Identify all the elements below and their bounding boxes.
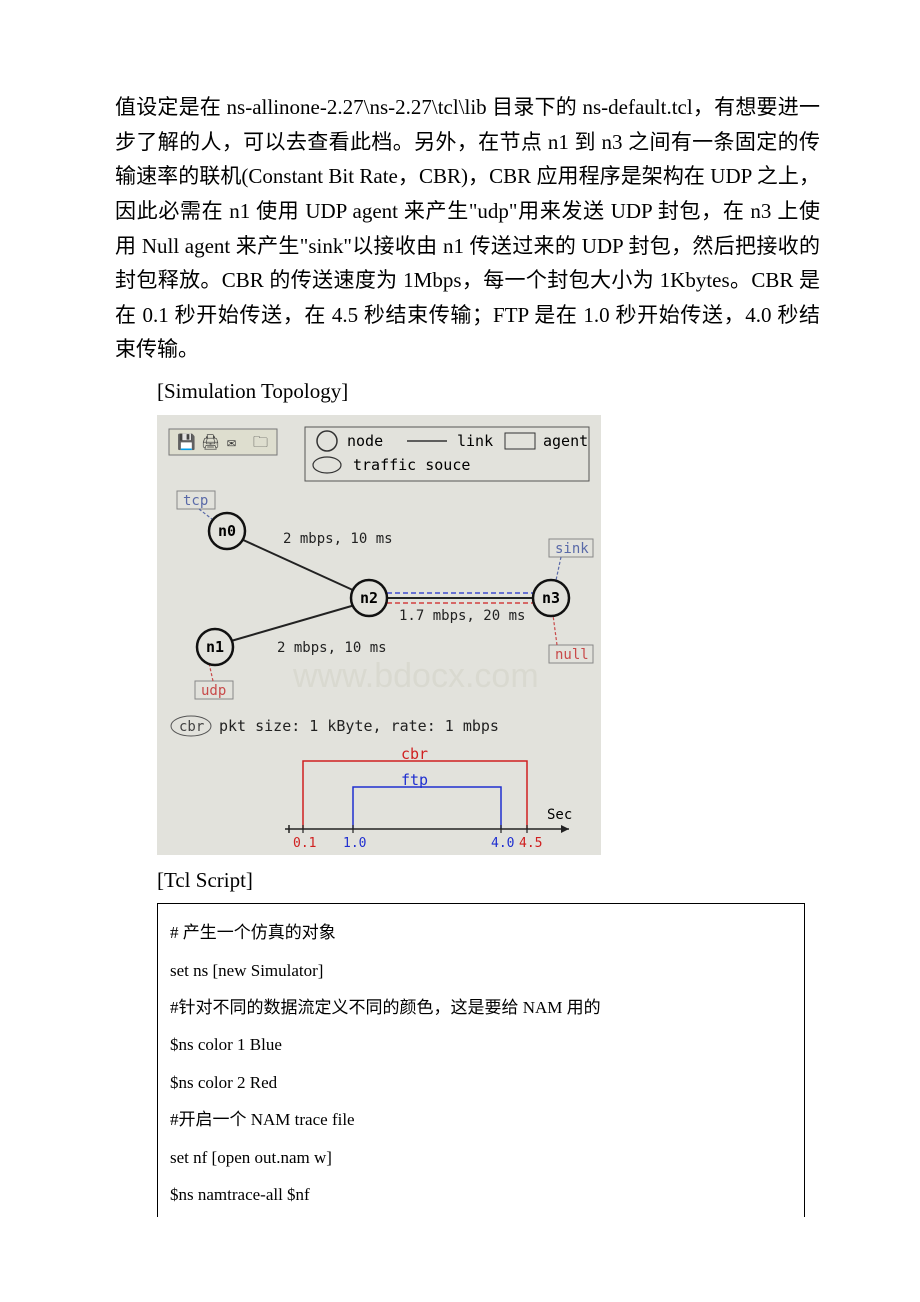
svg-text:4.5: 4.5 [519, 836, 542, 851]
watermark: www.bdocx.com [292, 657, 539, 695]
svg-text:1.7 mbps, 20 ms: 1.7 mbps, 20 ms [399, 608, 525, 624]
agent-null: null [555, 647, 589, 663]
cbr-line: pkt size: 1 kByte, rate: 1 mbps [219, 717, 499, 735]
code-line: $ns color 2 Red [170, 1064, 792, 1101]
svg-text:🖨: 🖨 [201, 433, 220, 451]
legend-node: node [347, 432, 383, 450]
toolbar: 💾 🖨 ✉ 🗀 [169, 429, 277, 455]
code-line: #针对不同的数据流定义不同的颜色，这是要给 NAM 用的 [170, 989, 792, 1026]
agent-tcp: tcp [183, 493, 208, 509]
topology-diagram: 💾 🖨 ✉ 🗀 node link agent traffic souce [157, 415, 820, 860]
page: 值设定是在 ns-allinone-2.27\ns-2.27\tcl\lib 目… [0, 0, 920, 1277]
code-block: # 产生一个仿真的对象 set ns [new Simulator] #针对不同… [157, 903, 805, 1217]
agent-sink: sink [555, 541, 589, 557]
paragraph-main: 值设定是在 ns-allinone-2.27\ns-2.27\tcl\lib 目… [115, 90, 820, 367]
code-line: #开启一个 NAM trace file [170, 1101, 792, 1138]
legend-link: link [457, 432, 493, 450]
code-line: $ns namtrace-all $nf [170, 1176, 792, 1213]
code-line: set nf [open out.nam w] [170, 1139, 792, 1176]
node-n2: n2 [360, 589, 378, 607]
node-n1: n1 [206, 638, 224, 656]
svg-text:🗀: 🗀 [253, 433, 268, 451]
code-line: $ns color 1 Blue [170, 1026, 792, 1063]
code-line: set ns [new Simulator] [170, 952, 792, 989]
svg-text:0.1: 0.1 [293, 836, 316, 851]
svg-text:2 mbps, 10 ms: 2 mbps, 10 ms [283, 531, 393, 547]
node-n0: n0 [218, 522, 236, 540]
svg-text:1.0: 1.0 [343, 836, 366, 851]
node-n3: n3 [542, 589, 560, 607]
heading-topology: [Simulation Topology] [157, 375, 820, 409]
svg-text:cbr: cbr [401, 745, 428, 763]
svg-text:2 mbps, 10 ms: 2 mbps, 10 ms [277, 640, 387, 656]
legend-agent: agent [543, 432, 588, 450]
cbr-label: cbr [179, 719, 204, 735]
heading-tcl: [Tcl Script] [157, 864, 820, 898]
svg-text:4.0: 4.0 [491, 836, 514, 851]
legend-traffic: traffic souce [353, 456, 470, 474]
svg-text:✉: ✉ [227, 433, 236, 451]
code-line: # 产生一个仿真的对象 [170, 914, 792, 951]
svg-text:ftp: ftp [401, 771, 428, 789]
svg-text:Sec: Sec [547, 807, 572, 823]
svg-text:💾: 💾 [177, 433, 196, 451]
agent-udp: udp [201, 683, 226, 699]
